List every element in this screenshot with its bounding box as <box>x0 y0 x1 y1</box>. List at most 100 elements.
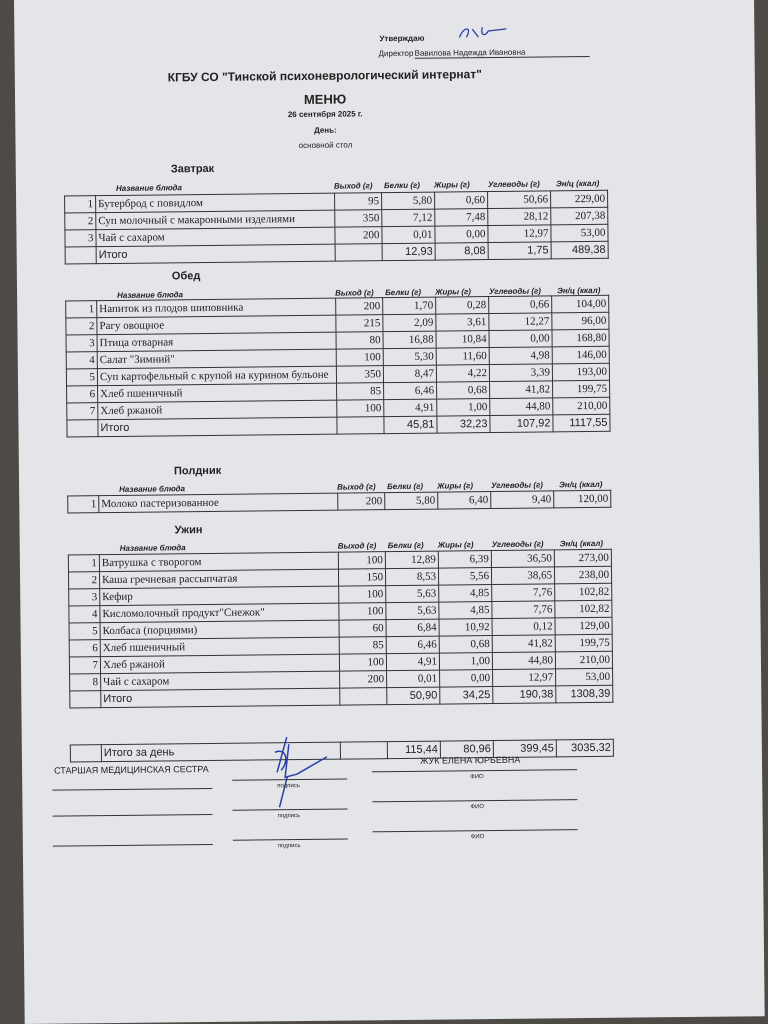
item-carbs: 44,80 <box>489 397 553 416</box>
item-number: 2 <box>65 317 98 335</box>
column-header: Эн/ц (ккал) <box>559 538 604 549</box>
item-number: 1 <box>64 195 96 213</box>
item-number: 3 <box>68 588 100 606</box>
item-number: 6 <box>69 639 101 657</box>
item-kcal: 53,00 <box>555 668 613 686</box>
column-header: Выход (г) <box>337 482 376 492</box>
item-kcal: 53,00 <box>550 224 609 242</box>
item-carbs: 50,66 <box>487 190 551 209</box>
total-carbs: 190,38 <box>492 685 556 704</box>
item-fat: 4,85 <box>438 601 493 620</box>
item-number: 3 <box>64 229 97 247</box>
total-kcal: 1308,39 <box>555 685 613 703</box>
item-kcal: 120,00 <box>553 490 611 508</box>
item-yield: 100 <box>338 585 386 604</box>
item-yield: 350 <box>334 209 382 228</box>
column-header: Белки (г) <box>385 287 422 298</box>
day-total-kcal: 3035,32 <box>556 739 614 757</box>
total-protein: 50,90 <box>386 687 440 705</box>
item-kcal: 210,00 <box>552 397 610 415</box>
item-fat: 0,68 <box>439 635 493 654</box>
item-fat: 0,28 <box>435 296 489 315</box>
item-yield: 100 <box>336 399 384 418</box>
section-title: Обед <box>171 270 201 283</box>
total-carbs: 107,92 <box>489 414 554 433</box>
item-fat: 1,00 <box>436 398 490 417</box>
item-carbs: 0,66 <box>488 295 552 314</box>
item-carbs: 12,97 <box>492 668 556 687</box>
item-number: 5 <box>66 368 98 386</box>
item-yield: 100 <box>338 602 387 621</box>
column-header: Жиры (г) <box>435 287 471 297</box>
name-caption: ФИО <box>470 804 485 811</box>
item-number: 3 <box>66 334 98 352</box>
menu-document: Утверждаю Директор Вавилова Надежда Иван… <box>14 0 765 1024</box>
item-fat: 0,00 <box>439 669 493 688</box>
item-kcal: 129,00 <box>554 617 613 635</box>
item-carbs: 38,65 <box>491 566 555 585</box>
total-kcal: 1117,55 <box>552 414 611 432</box>
signature-caption: подпись <box>277 813 301 820</box>
item-carbs: 4,98 <box>489 346 553 365</box>
item-protein: 8,53 <box>385 568 439 586</box>
name-caption: ФИО <box>470 774 484 781</box>
item-fat: 6,39 <box>438 550 492 569</box>
item-protein: 5,63 <box>385 602 440 620</box>
total-protein: 12,93 <box>382 243 436 261</box>
total-label: Итого <box>97 417 338 437</box>
item-carbs: 0,12 <box>492 617 556 636</box>
item-number: 2 <box>64 212 96 230</box>
total-fat: 8,08 <box>435 242 489 261</box>
meal-table: 1 Бутерброд с повидлом 95 5,80 0,60 50,66 229,… <box>64 190 609 265</box>
item-kcal: 238,00 <box>554 566 612 584</box>
item-protein: 0,01 <box>381 226 436 244</box>
item-carbs: 0,00 <box>488 329 553 348</box>
item-yield: 200 <box>339 670 387 689</box>
item-protein: 5,30 <box>383 348 437 366</box>
item-carbs: 7,76 <box>491 583 555 602</box>
item-kcal: 207,38 <box>550 207 608 225</box>
table-kind: основной стол <box>298 140 353 151</box>
item-carbs: 9,40 <box>490 490 554 509</box>
item-kcal: 104,00 <box>551 295 609 313</box>
total-label: Итого <box>96 244 336 264</box>
item-kcal: 199,75 <box>555 634 613 652</box>
item-number: 7 <box>69 656 101 674</box>
item-protein: 6,84 <box>386 619 440 637</box>
item-fat: 4,22 <box>436 364 490 383</box>
director-label: Директор <box>378 48 414 59</box>
signature-caption: подпись <box>277 783 300 790</box>
item-kcal: 102,82 <box>554 600 612 618</box>
column-header: Углеводы (г) <box>491 539 544 550</box>
signature-caption: подпись <box>277 843 301 850</box>
meal-table: 1 Ватрушка с творогом 100 12,89 6,39 36,50 273… <box>68 549 614 709</box>
item-fat: 0,00 <box>434 225 489 244</box>
column-header: Белки (г) <box>383 180 420 191</box>
item-protein: 4,91 <box>383 399 437 417</box>
total-protein: 45,81 <box>383 416 438 434</box>
item-yield: 215 <box>335 314 383 333</box>
item-yield: 85 <box>339 636 387 655</box>
day-label: День: <box>313 125 337 135</box>
item-protein: 1,70 <box>382 297 436 315</box>
item-number: 4 <box>66 351 98 369</box>
total-label: Итого <box>100 688 340 708</box>
column-header: Углеводы (г) <box>491 480 543 491</box>
item-protein: 8,47 <box>383 365 437 383</box>
column-header: Углеводы (г) <box>487 179 540 190</box>
name-caption: ФИО <box>470 834 485 841</box>
item-carbs: 12,97 <box>487 224 552 243</box>
item-number: 7 <box>66 402 98 420</box>
section-title: Завтрак <box>170 162 215 176</box>
item-kcal: 102,82 <box>554 583 612 601</box>
item-yield: 100 <box>336 348 384 367</box>
item-carbs: 12,27 <box>488 312 552 331</box>
item-kcal: 273,00 <box>554 549 612 567</box>
item-yield: 85 <box>336 382 384 401</box>
item-fat: 10,84 <box>435 330 490 349</box>
item-carbs: 44,80 <box>492 651 556 670</box>
item-carbs: 3,39 <box>489 363 553 382</box>
item-number: 1 <box>68 554 100 572</box>
director-signature <box>458 26 507 38</box>
organization-title: КГБУ СО "Тинской психоневрологический ин… <box>167 67 482 85</box>
